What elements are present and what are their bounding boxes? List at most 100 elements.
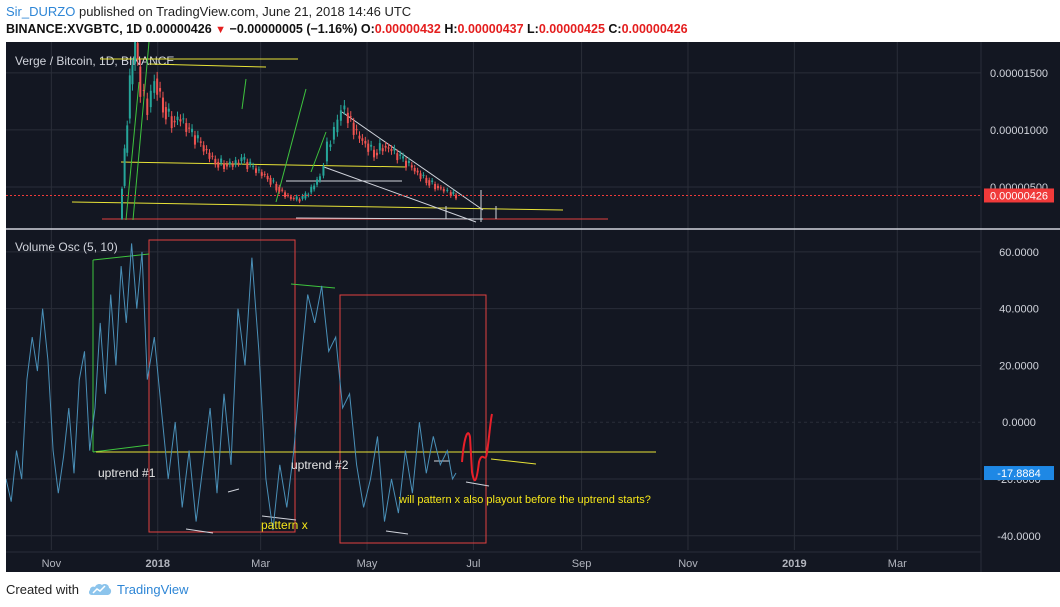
chart-area[interactable]: Verge / Bitcoin, 1D, BINANCE — [5, 32, 1060, 572]
candle-body — [384, 145, 387, 148]
tradingview-cloud-icon[interactable] — [88, 581, 112, 597]
candle-body — [349, 116, 352, 118]
price-pane-title: Verge / Bitcoin, 1D, BINANCE — [15, 54, 174, 68]
candle-body — [325, 141, 328, 162]
candle-body — [304, 193, 307, 199]
candle-body — [332, 126, 335, 140]
annotation-uptrend-1: uptrend #1 — [98, 466, 156, 480]
candle-body — [214, 158, 217, 165]
osc-axis[interactable]: 60.000040.000020.00000.0000-20.0000-40.0… — [997, 247, 1040, 543]
osc-last-label: -17.8884 — [997, 468, 1040, 480]
candle-body — [370, 144, 373, 147]
candle-body — [228, 161, 231, 165]
candle-body — [452, 191, 455, 194]
time-axis[interactable]: Nov 2018 Mar May Jul Sep Nov 2019 Mar — [42, 558, 908, 570]
osc-tick-label: -40.0000 — [997, 531, 1040, 543]
candle-body — [164, 107, 167, 120]
price-pane[interactable]: Verge / Bitcoin, 1D, BINANCE — [6, 32, 1054, 223]
candle-body — [252, 165, 255, 167]
candle-body — [225, 164, 228, 167]
osc-last-tag: -17.8884 — [984, 466, 1054, 481]
candle-body — [193, 135, 196, 145]
candle-body — [255, 168, 257, 173]
candle-body — [416, 170, 419, 173]
high-label: H: — [444, 22, 458, 36]
candle-body — [167, 108, 170, 112]
candle-body — [199, 141, 202, 143]
last-price-tag: 0.00000426 — [984, 188, 1054, 203]
candle-body — [269, 177, 272, 185]
candle-body — [343, 105, 346, 110]
candle-body — [355, 129, 358, 131]
tradingview-link[interactable]: TradingView — [117, 582, 189, 597]
candle-body — [455, 194, 457, 199]
candle-body — [399, 154, 402, 156]
candle-body — [339, 110, 342, 121]
candle-body — [211, 155, 214, 157]
x-tick-label: Nov — [42, 558, 62, 570]
price-tick-label: 0.00001500 — [990, 68, 1048, 80]
x-tick-label: Jul — [466, 558, 480, 570]
candle-body — [249, 161, 252, 165]
publish-header: Sir_DURZO published on TradingView.com, … — [0, 0, 1060, 42]
candle-body — [375, 152, 378, 156]
osc-tick-label: 60.0000 — [999, 247, 1039, 259]
x-tick-label: Mar — [888, 558, 907, 570]
candle-body — [146, 98, 149, 115]
candle-body — [419, 173, 422, 179]
candle-body — [336, 119, 339, 133]
candle-body — [278, 187, 281, 192]
candle-body — [128, 75, 131, 119]
candle-body — [405, 160, 407, 168]
candle-body — [446, 189, 449, 191]
author-link[interactable]: Sir_DURZO — [6, 4, 76, 19]
symbol-line: BINANCE:XVGBTC, 1D 0.00000426 ▼ −0.00000… — [6, 22, 688, 36]
publish-line: Sir_DURZO published on TradingView.com, … — [6, 4, 411, 19]
published-text: published on TradingView.com, June 21, 2… — [78, 4, 412, 19]
osc-tick-label: 40.0000 — [999, 304, 1039, 316]
osc-tick-label: 20.0000 — [999, 360, 1039, 372]
candle-body — [431, 180, 434, 183]
candle-body — [173, 120, 176, 123]
candle-body — [442, 188, 445, 192]
candle-body — [231, 164, 234, 167]
candle-body — [170, 116, 173, 129]
candle-body — [243, 156, 246, 160]
x-tick-label: Nov — [678, 558, 698, 570]
candle-body — [208, 152, 211, 159]
candle-body — [410, 165, 413, 168]
last-price-label: 0.00000426 — [990, 190, 1048, 202]
candle-body — [402, 156, 405, 159]
candle-body — [425, 177, 428, 183]
candle-body — [246, 161, 249, 169]
candle-body — [439, 187, 442, 189]
candle-body — [272, 180, 275, 182]
x-tick-label: 2018 — [146, 558, 170, 570]
current-price: 0.00000426 — [145, 22, 212, 36]
candle-body — [220, 158, 223, 163]
candle-body — [161, 97, 164, 113]
candle-body — [318, 176, 321, 181]
candle-body — [352, 122, 355, 135]
candle-body — [378, 143, 381, 151]
candle-body — [205, 148, 208, 151]
candle-body — [449, 192, 452, 196]
footer: Created with TradingView — [0, 572, 1060, 607]
candle-body — [176, 116, 179, 121]
candle-body — [257, 169, 260, 171]
open-value: 0.00000432 — [374, 22, 441, 36]
candle-body — [346, 112, 349, 124]
candle-body — [139, 66, 142, 97]
x-tick-label: May — [357, 558, 378, 570]
chart-svg[interactable]: Verge / Bitcoin, 1D, BINANCE — [5, 32, 1060, 572]
candle-body — [310, 186, 313, 193]
candle-body — [364, 140, 367, 144]
candle-body — [289, 196, 292, 199]
low-label: L: — [527, 22, 539, 36]
candle-body — [413, 167, 416, 172]
candle-body — [281, 189, 284, 191]
candle-body — [182, 118, 185, 120]
price-drawings[interactable] — [71, 41, 608, 223]
